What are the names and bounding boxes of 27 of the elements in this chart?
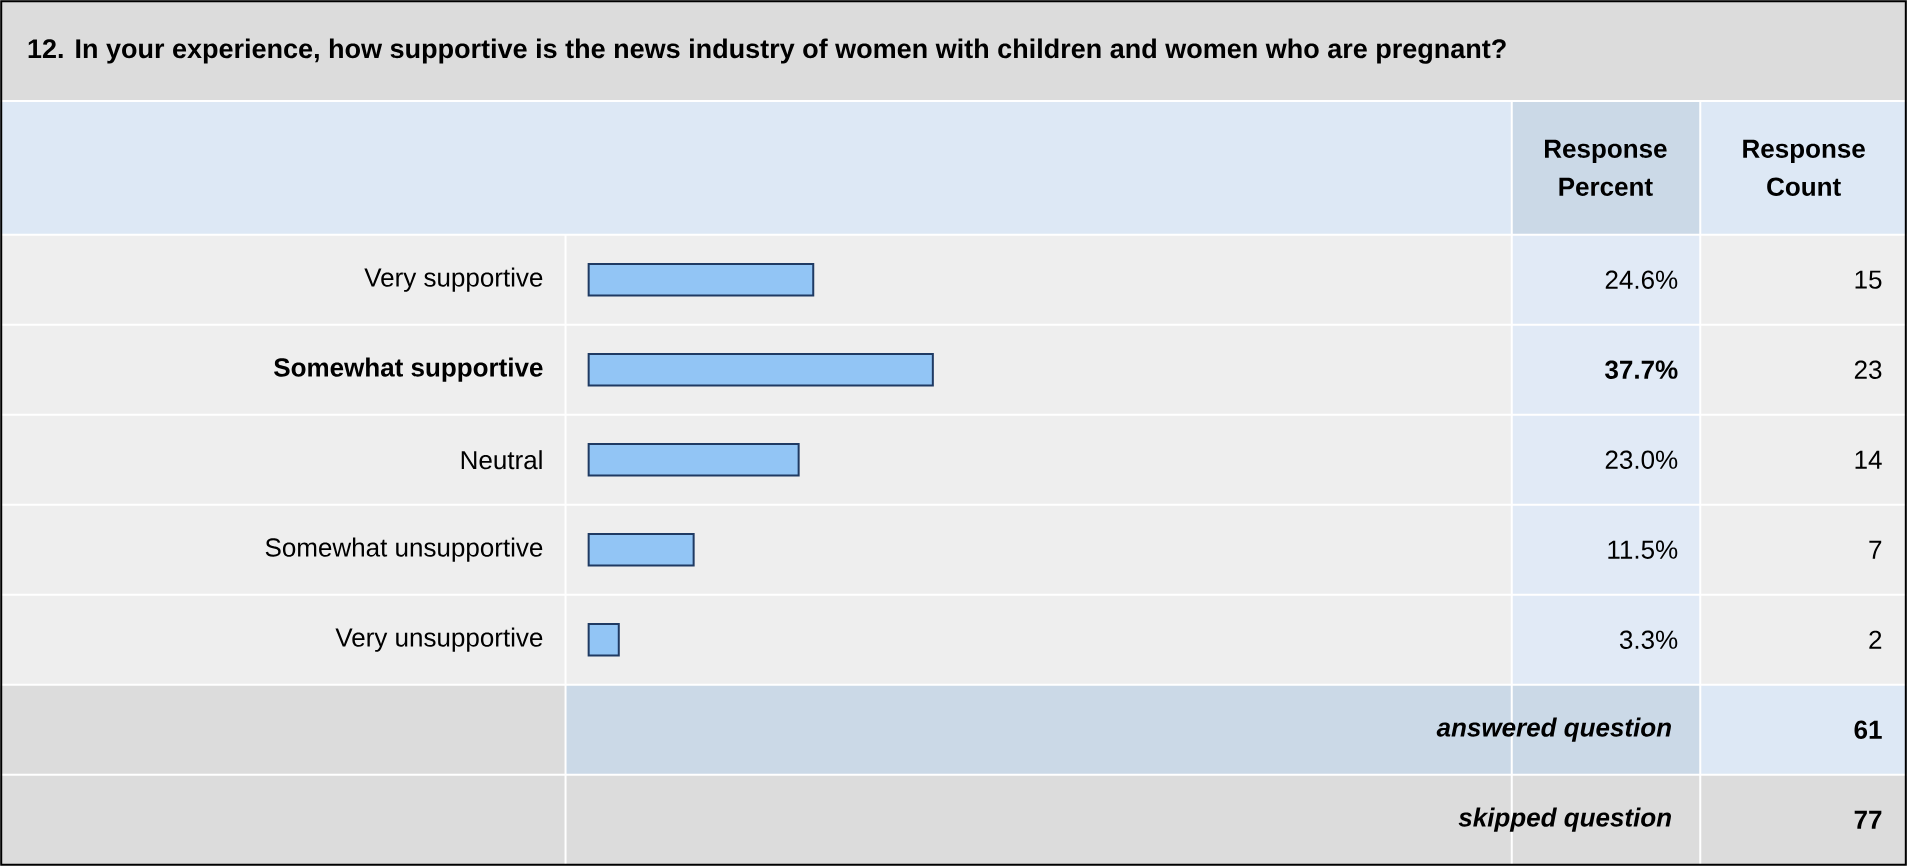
data-label: 3.3% xyxy=(1619,630,1678,649)
y-tick-label: Very unsupportive xyxy=(335,627,543,652)
data-label: 11.5% xyxy=(1608,540,1678,559)
bar xyxy=(587,262,815,297)
chart-title: 12. In your experience, how supportive is the news industry of women with children and women who are pregnant? xyxy=(28,38,1506,64)
bar xyxy=(587,532,695,567)
text: 61 xyxy=(1854,720,1882,739)
text: skipped question xyxy=(1458,807,1671,832)
y-tick-label: Neutral xyxy=(461,450,542,470)
text: Response Count xyxy=(1743,139,1865,196)
bar xyxy=(587,622,620,657)
bar xyxy=(587,352,934,387)
y-tick-label: Somewhat unsupportive xyxy=(265,537,543,562)
data-label: 37.7% xyxy=(1605,360,1678,379)
text: 2 xyxy=(1869,630,1882,649)
text: 23 xyxy=(1854,360,1882,379)
bar xyxy=(587,442,800,477)
data-label: 23.0% xyxy=(1605,450,1678,469)
text: answered question xyxy=(1436,717,1671,742)
text: Response Percent xyxy=(1545,139,1667,196)
y-tick-label: Somewhat supportive xyxy=(274,357,543,382)
text: 15 xyxy=(1855,270,1882,289)
data-label: 24.6% xyxy=(1605,270,1678,289)
text: 77 xyxy=(1854,810,1882,829)
text: 14 xyxy=(1855,450,1882,469)
text: 7 xyxy=(1869,540,1882,559)
y-tick-label: Very supportive xyxy=(364,267,543,292)
